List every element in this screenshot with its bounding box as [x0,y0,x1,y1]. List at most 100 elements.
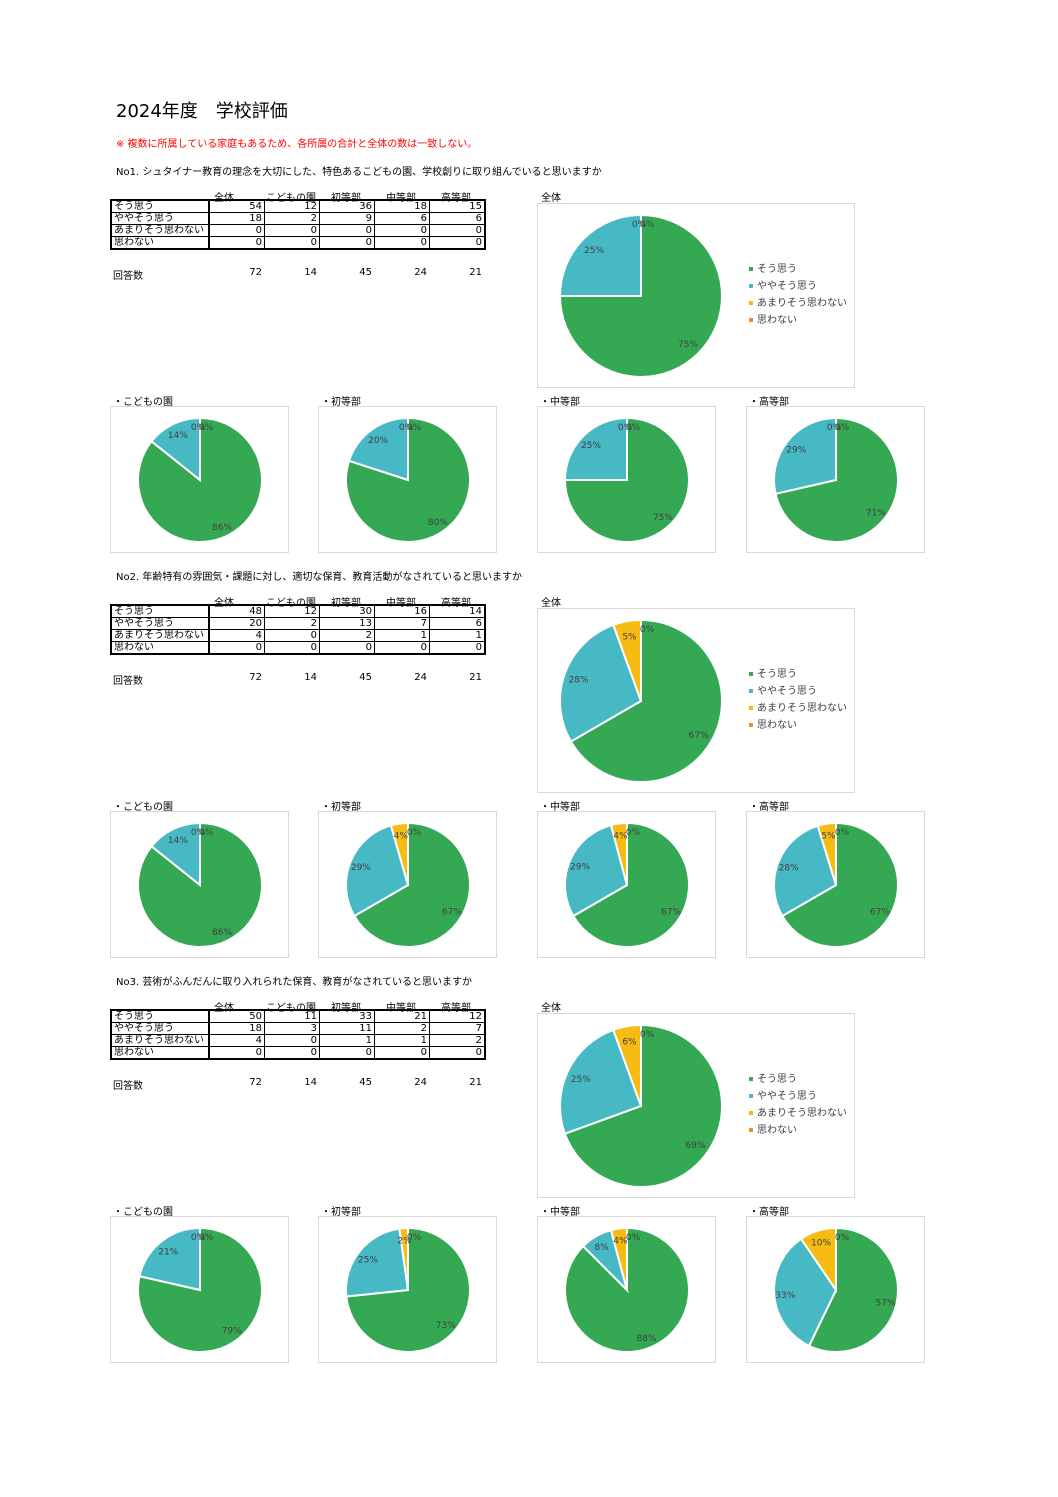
table-cell: 15 [429,199,486,213]
table-row: 思わない 0 0 0 0 0 [110,1046,486,1060]
pie-slice-3 [612,618,642,702]
response-table: そう思う 48 12 30 16 14 ややそう思う 20 2 13 7 6 あまりそう思わない 4 0 2 1… [110,604,486,655]
pie-data-label: 0% [199,1233,214,1243]
pie-slice-3 [816,821,837,886]
overall-chart-label: 全体 [541,598,561,609]
pie-slice-2 [345,1227,410,1298]
table-cell: 1 [319,1034,375,1047]
pie-data-label: 0% [640,1030,655,1040]
pie-data-label: 5% [821,832,836,842]
pie-data-label: 69% [685,1141,705,1151]
pie-data-label: 29% [786,445,806,455]
sub-chart-label: ・高等部 [749,1207,789,1218]
pie-data-label: 0% [407,1233,422,1243]
pie-data-label: 0% [191,423,206,433]
legend-item: そう思う [749,261,847,278]
pie-slice-3 [609,1226,628,1291]
table-row: あまりそう思わない 0 0 0 0 0 [110,224,486,237]
response-count: 14 [304,1077,317,1088]
table-row: ややそう思う 18 3 11 2 7 [110,1022,486,1035]
pie-data-label: 57% [876,1298,896,1308]
legend-text: あまりそう思わない [757,1108,847,1119]
column-header: 中等部 [386,193,416,204]
response-count: 14 [304,672,317,683]
table-cell: 0 [374,236,430,250]
table-cell: 12 [429,1009,486,1023]
overall-pie-chart: 67% 28% 5% 0% そう思う ややそう思う あまりそう思わない 思わない [537,608,855,793]
legend-text: あまりそう思わない [757,298,847,309]
response-count: 14 [304,267,317,278]
table-cell: 0 [374,224,430,237]
legend-marker [749,1111,753,1115]
table-cell: 7 [374,617,430,630]
response-count: 72 [249,1077,262,1088]
sub-chart-label: ・初等部 [321,802,361,813]
table-cell: 6 [374,212,430,225]
sub-pie-chart: 80% 20% 0% 0% [318,406,497,553]
table-row: そう思う 50 11 33 21 12 [110,1009,486,1023]
sub-pie-svg: 57% 33% 10% 0% [773,1226,899,1353]
pie-data-label: 0% [827,423,842,433]
legend-text: そう思う [757,264,797,275]
legend-text: そう思う [757,1074,797,1085]
table-cell: 36 [319,199,375,213]
pie-data-label: 0% [640,625,655,635]
legend-item: あまりそう思わない [749,1105,847,1122]
overall-pie-chart: 69% 25% 6% 0% そう思う ややそう思う あまりそう思わない 思わない [537,1013,855,1198]
pie-data-label: 0% [191,1233,206,1243]
table-cell: 0 [264,629,320,642]
sub-pie-chart: 73% 25% 2% 0% [318,1216,497,1363]
sub-chart-label: ・中等部 [540,1207,580,1218]
pie-slice-1 [563,1023,723,1188]
table-cell: 12 [264,199,320,213]
legend-item: ややそう思う [749,1088,847,1105]
sub-pie-chart: 75% 25% 0% 0% [537,406,716,553]
response-count: 72 [249,267,262,278]
row-label: あまりそう思わない [110,224,210,237]
table-cell: 0 [208,641,265,655]
response-table: そう思う 54 12 36 18 15 ややそう思う 18 2 9 6 6 あまりそう思わない 0 0 0 0 0… [110,199,486,250]
response-count: 24 [414,1077,427,1088]
pie-slice-2 [559,1028,643,1135]
legend-text: 思わない [757,720,797,731]
legend-marker [749,284,753,288]
pie-data-label: 6% [622,1038,637,1048]
sub-chart-label: ・中等部 [540,802,580,813]
column-header: 高等部 [441,193,471,204]
table-cell: 0 [208,1046,265,1060]
table-cell: 18 [208,212,265,225]
response-count: 72 [249,672,262,683]
sub-pie-chart: 57% 33% 10% 0% [746,1216,925,1363]
column-header: こどもの園 [266,1003,316,1014]
pie-data-label: 4% [613,832,628,842]
legend-marker [749,1128,753,1132]
response-count: 24 [414,672,427,683]
pie-slice-2 [558,213,642,297]
sub-pie-svg: 67% 28% 5% 0% [773,821,899,948]
row-label: そう思う [110,199,210,213]
table-cell: 0 [429,224,486,237]
legend-item: あまりそう思わない [749,295,847,312]
sub-pie-chart: 71% 29% 0% 0% [746,406,925,553]
response-count: 45 [359,672,372,683]
pie-data-label: 79% [222,1327,242,1337]
table-cell: 4 [208,1034,265,1047]
sub-pie-chart: 67% 28% 5% 0% [746,811,925,958]
pie-slice-1 [352,821,471,948]
table-cell: 0 [264,641,320,655]
column-header: 高等部 [441,598,471,609]
table-cell: 3 [264,1022,320,1035]
legend-text: そう思う [757,669,797,680]
pie-data-label: 0% [626,423,641,433]
table-cell: 18 [208,1022,265,1035]
sub-pie-chart: 67% 29% 4% 0% [318,811,497,958]
sub-chart-label: ・高等部 [749,397,789,408]
table-cell: 1 [374,1034,430,1047]
pie-slice-2 [347,416,409,482]
response-count-label: 回答数 [113,1081,143,1092]
pie-data-label: 0% [835,828,850,838]
sub-chart-label: ・初等部 [321,1207,361,1218]
pie-data-label: 0% [626,828,641,838]
table-cell: 48 [208,604,265,618]
table-cell: 6 [429,617,486,630]
